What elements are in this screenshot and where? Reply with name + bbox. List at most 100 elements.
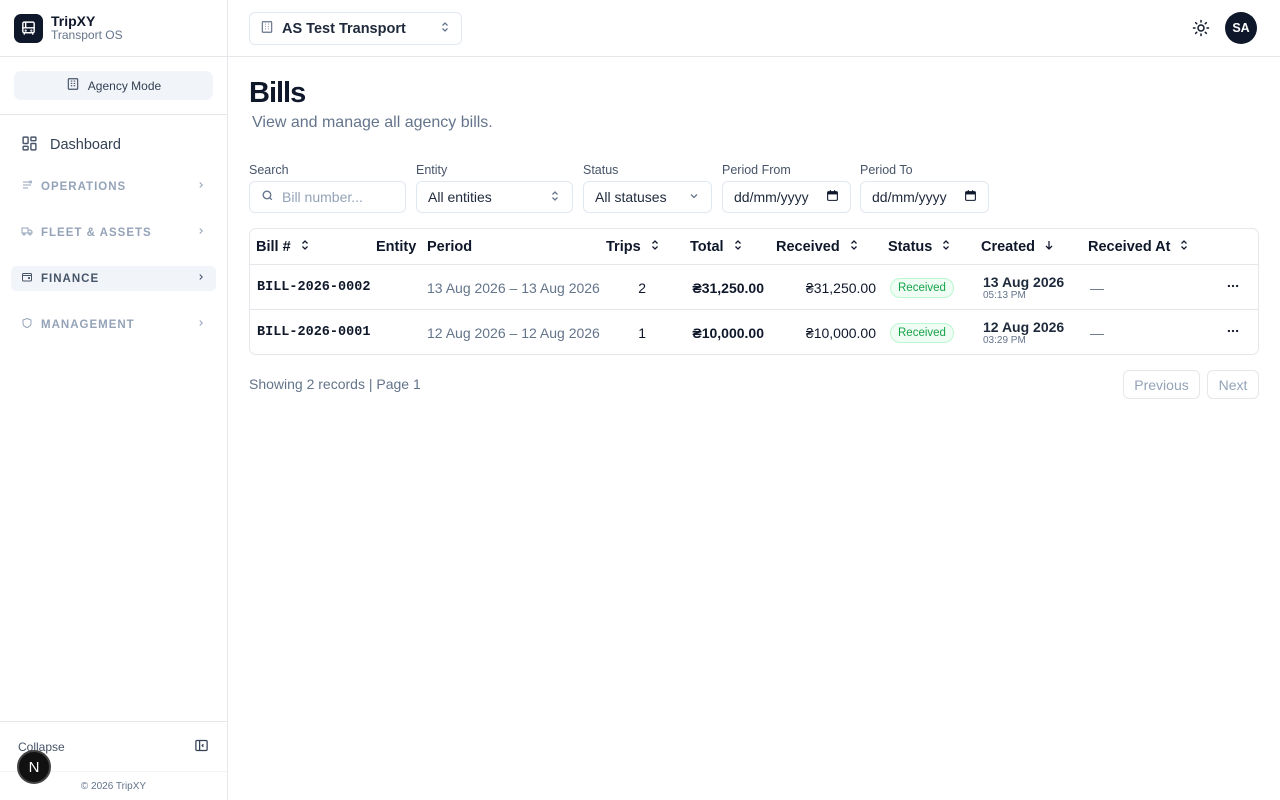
created-date: 12 Aug 2026	[983, 318, 1065, 335]
period-to-input[interactable]: dd/mm/yyyy	[860, 181, 989, 213]
chevron-down-icon	[688, 189, 700, 205]
status-cell: Received	[890, 265, 954, 310]
sort-icon	[299, 239, 311, 255]
row-actions-button[interactable]	[1226, 310, 1240, 354]
chevron-right-icon	[196, 180, 206, 193]
route-icon	[21, 179, 33, 194]
table-row[interactable]: BILL-2026-0001 12 Aug 2026 – 12 Aug 2026…	[250, 310, 1258, 354]
ellipsis-icon	[1226, 279, 1240, 296]
sidebar-group-label: FINANCE	[41, 272, 100, 285]
wallet-icon	[21, 271, 33, 286]
period-from-filter: Period From dd/mm/yyyy	[722, 163, 851, 213]
column-created[interactable]: Created	[981, 229, 1055, 265]
avatar[interactable]: SA	[1225, 12, 1257, 44]
status-badge: Received	[890, 322, 954, 343]
brand-name: TripXY	[51, 13, 96, 30]
column-label: Entity	[376, 239, 417, 255]
sidebar-group-operations[interactable]: OPERATIONS	[11, 174, 216, 199]
pagination: Showing 2 records | Page 1 Previous Next	[249, 370, 1259, 399]
column-label: Bill #	[256, 239, 291, 255]
search-input[interactable]: Bill number...	[249, 181, 406, 213]
sidebar-group-management[interactable]: MANAGEMENT	[11, 312, 216, 337]
table-header: Bill # Entity Period Trips Total Receive…	[250, 229, 1258, 265]
main-content: Bills View and manage all agency bills. …	[249, 57, 1259, 399]
created-time: 05:13 PM	[983, 289, 1026, 301]
agency-select[interactable]: AS Test Transport	[249, 12, 462, 45]
next-button[interactable]: Next	[1207, 370, 1259, 399]
previous-button[interactable]: Previous	[1123, 370, 1200, 399]
total-cell: ₴10,000.00	[692, 324, 764, 341]
bill-number[interactable]: BILL-2026-0002	[257, 280, 371, 295]
sidebar-item-dashboard[interactable]: Dashboard	[11, 128, 216, 162]
chevron-right-icon	[196, 226, 206, 239]
chevrons-up-down-icon	[439, 21, 451, 37]
sidebar-footer: Collapse © 2026 TripXY	[0, 721, 227, 800]
pagination-summary: Showing 2 records | Page 1	[249, 376, 421, 392]
column-label: Period	[427, 239, 473, 255]
period-to-label: Period To	[860, 163, 913, 177]
trips-cell: 1	[638, 324, 646, 341]
received-cell: ₴31,250.00	[805, 279, 876, 296]
sidebar-group-label: FLEET & ASSETS	[41, 226, 152, 239]
created-cell: 13 Aug 2026 05:13 PM	[983, 265, 1064, 310]
sort-icon	[1178, 239, 1190, 255]
calendar-icon	[964, 189, 977, 205]
entity-value: All entities	[428, 189, 492, 205]
status-badge: Received	[890, 277, 954, 298]
page-title: Bills	[249, 77, 306, 109]
search-label: Search	[249, 163, 289, 177]
sun-icon[interactable]	[1192, 19, 1210, 37]
brand[interactable]: TripXY Transport OS	[0, 0, 227, 57]
period-to-filter: Period To dd/mm/yyyy	[860, 163, 989, 213]
column-received[interactable]: Received	[776, 229, 860, 265]
sidebar-nav: Dashboard OPERATIONS FLEET & ASSETS	[0, 115, 227, 337]
building-icon	[260, 20, 274, 38]
status-cell: Received	[890, 310, 954, 354]
column-label: Received	[776, 239, 840, 255]
panel-left-icon	[194, 738, 209, 756]
dev-badge[interactable]: N	[17, 750, 51, 784]
table-row[interactable]: BILL-2026-0002 13 Aug 2026 – 13 Aug 2026…	[250, 265, 1258, 310]
column-status[interactable]: Status	[888, 229, 952, 265]
period-from-label: Period From	[722, 163, 791, 177]
sidebar-group-label: OPERATIONS	[41, 180, 127, 193]
row-actions-button[interactable]	[1226, 265, 1240, 310]
entity-select[interactable]: All entities	[416, 181, 573, 213]
calendar-icon	[826, 189, 839, 205]
period-cell: 13 Aug 2026 – 13 Aug 2026	[427, 279, 600, 296]
entity-label: Entity	[416, 163, 448, 177]
received-at-cell: —	[1090, 279, 1104, 296]
column-label: Status	[888, 239, 933, 255]
total-cell: ₴31,250.00	[692, 279, 764, 296]
status-select[interactable]: All statuses	[583, 181, 712, 213]
column-bill-number[interactable]: Bill #	[256, 229, 311, 265]
column-received-at[interactable]: Received At	[1088, 229, 1190, 265]
entity-filter: Entity All entities	[416, 163, 573, 213]
received-at-cell: —	[1090, 324, 1104, 341]
created-date: 13 Aug 2026	[983, 273, 1065, 290]
ellipsis-icon	[1226, 324, 1240, 341]
status-filter: Status All statuses	[583, 163, 712, 213]
building-icon	[66, 77, 80, 94]
bus-icon	[14, 13, 43, 43]
column-label: Total	[690, 239, 724, 255]
column-total[interactable]: Total	[690, 229, 744, 265]
sidebar-group-fleet-assets[interactable]: FLEET & ASSETS	[11, 220, 216, 245]
filters: Search Bill number... Entity All entitie…	[249, 163, 1259, 215]
grid-icon	[21, 135, 38, 156]
sidebar-group-finance[interactable]: FINANCE	[11, 266, 216, 291]
received-cell: ₴10,000.00	[805, 324, 876, 341]
bill-number[interactable]: BILL-2026-0001	[257, 325, 371, 340]
search-icon	[261, 189, 274, 205]
search-placeholder: Bill number...	[282, 189, 363, 205]
column-label: Received At	[1088, 239, 1171, 255]
shield-icon	[21, 317, 33, 332]
created-cell: 12 Aug 2026 03:29 PM	[983, 310, 1065, 354]
chevron-right-icon	[196, 318, 206, 331]
bills-table: Bill # Entity Period Trips Total Receive…	[249, 228, 1259, 355]
period-from-input[interactable]: dd/mm/yyyy	[722, 181, 851, 213]
sort-icon	[649, 239, 661, 255]
column-trips[interactable]: Trips	[606, 229, 661, 265]
sort-icon	[940, 239, 952, 255]
agency-mode-button[interactable]: Agency Mode	[14, 71, 213, 100]
